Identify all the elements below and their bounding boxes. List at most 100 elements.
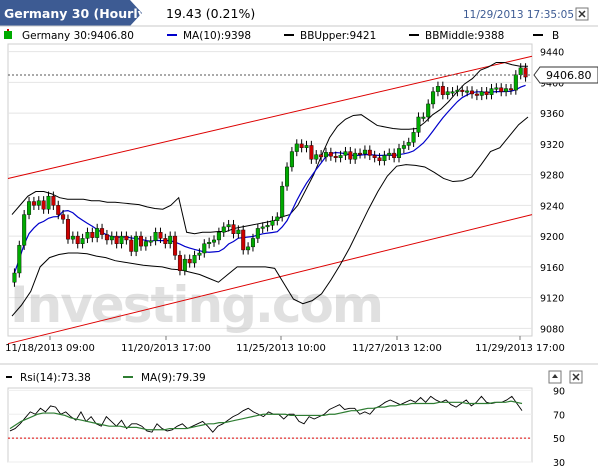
candle <box>153 232 158 241</box>
close-icon[interactable] <box>575 7 589 21</box>
candle <box>197 252 202 256</box>
y-tick-label: 9440 <box>540 48 564 59</box>
candle <box>348 151 353 160</box>
candle <box>265 225 270 228</box>
candle <box>333 155 338 158</box>
y-tick-label: 9280 <box>540 171 564 182</box>
candle <box>70 235 75 240</box>
candle <box>187 258 192 264</box>
candle <box>460 89 465 92</box>
y-tick-label: 9360 <box>540 109 564 120</box>
candle <box>426 103 431 118</box>
candle <box>328 152 333 157</box>
candle <box>246 246 251 251</box>
legend-item-b: B <box>552 30 559 42</box>
candle <box>494 87 499 90</box>
legend-item-price: Germany 30:9406.80 <box>22 30 134 42</box>
candle <box>309 145 314 160</box>
candle <box>450 91 455 94</box>
rsi-tick-label: 30 <box>553 458 565 466</box>
y-tick-label: 9200 <box>540 232 564 243</box>
candle <box>474 93 479 96</box>
candle <box>100 228 105 235</box>
candle <box>22 214 27 246</box>
rsi-ma-series-line <box>9 400 523 431</box>
x-tick-label: 11/29/2013 17:00 <box>475 343 565 354</box>
candle <box>104 234 109 241</box>
bollinger-bands <box>11 61 529 317</box>
candle <box>163 238 168 244</box>
candle <box>382 155 387 161</box>
candle <box>46 195 51 210</box>
y-tick-label: 9320 <box>540 140 564 151</box>
legend: Germany 30:9406.80 MA(10):9398 BBUpper:9… <box>4 29 559 42</box>
watermark-text: Investing.com <box>10 276 382 334</box>
rsi-panel: Rsi(14):73.38 MA(9):79.39 90 70 50 30 <box>0 363 598 466</box>
restore-icon[interactable] <box>548 370 562 384</box>
candle <box>372 155 377 158</box>
candle <box>362 149 367 155</box>
candle <box>445 91 450 95</box>
candle <box>168 235 173 244</box>
candle <box>236 229 241 235</box>
trend-line-upper <box>7 55 533 179</box>
candle <box>401 145 406 149</box>
candle <box>114 235 119 244</box>
y-tick-label: 9160 <box>540 263 564 274</box>
candle <box>241 229 246 251</box>
candle <box>508 88 513 91</box>
candle <box>12 272 17 283</box>
y-tick-label: 9240 <box>540 201 564 212</box>
y-tick-label: 9120 <box>540 294 564 305</box>
x-tick-label: 11/27/2013 12:00 <box>352 343 442 354</box>
candle <box>192 255 197 264</box>
candle <box>231 224 236 235</box>
ma-line <box>13 84 526 274</box>
candle <box>489 88 494 95</box>
lower-band-line <box>11 116 529 317</box>
candle <box>392 152 397 158</box>
candle <box>479 91 484 96</box>
rsi-grid <box>8 389 532 463</box>
candle <box>440 86 445 95</box>
candle <box>216 232 221 241</box>
y-axis: 9440 9400 9360 9320 9280 9240 9200 9160 9120 9080 <box>540 48 564 336</box>
candle <box>36 200 41 206</box>
candle <box>323 152 328 158</box>
legend-item-ma: MA(10):9398 <box>183 30 251 42</box>
candle <box>367 149 372 156</box>
rsi-close-icon[interactable] <box>569 370 583 384</box>
candle <box>129 239 134 252</box>
candle <box>484 91 489 95</box>
candle <box>499 87 504 92</box>
candle <box>90 232 95 238</box>
header-bar: Germany 30 (Hourly) 19.43 (0.21%) 11/29/… <box>0 0 598 27</box>
candle <box>119 235 124 244</box>
timestamp: 11/29/2013 17:35:05 <box>463 9 574 21</box>
candle <box>406 142 411 146</box>
candle <box>397 148 402 158</box>
candle <box>158 232 163 239</box>
main-grid <box>8 51 532 329</box>
candle <box>518 67 523 75</box>
candle <box>470 90 475 95</box>
x-tick-label: 11/25/2013 10:00 <box>236 343 326 354</box>
candle <box>275 216 280 221</box>
candle <box>358 152 363 155</box>
legend-item-bbmiddle: BBMiddle:9388 <box>425 30 504 42</box>
rsi-y-axis: 90 70 50 30 <box>553 386 565 466</box>
candle <box>260 226 265 229</box>
candle <box>280 185 285 218</box>
candle-icon <box>4 29 12 39</box>
candle <box>513 74 518 91</box>
candle <box>134 235 139 252</box>
legend-item-bbupper: BBUpper:9421 <box>300 30 376 42</box>
rsi-tick-label: 50 <box>553 434 565 445</box>
x-tick-label: 11/18/2013 09:00 <box>5 343 95 354</box>
price-tag: 9406.80 <box>533 66 598 84</box>
candle <box>182 258 187 271</box>
candle <box>465 90 470 93</box>
candle <box>202 243 207 254</box>
candle <box>435 86 440 92</box>
